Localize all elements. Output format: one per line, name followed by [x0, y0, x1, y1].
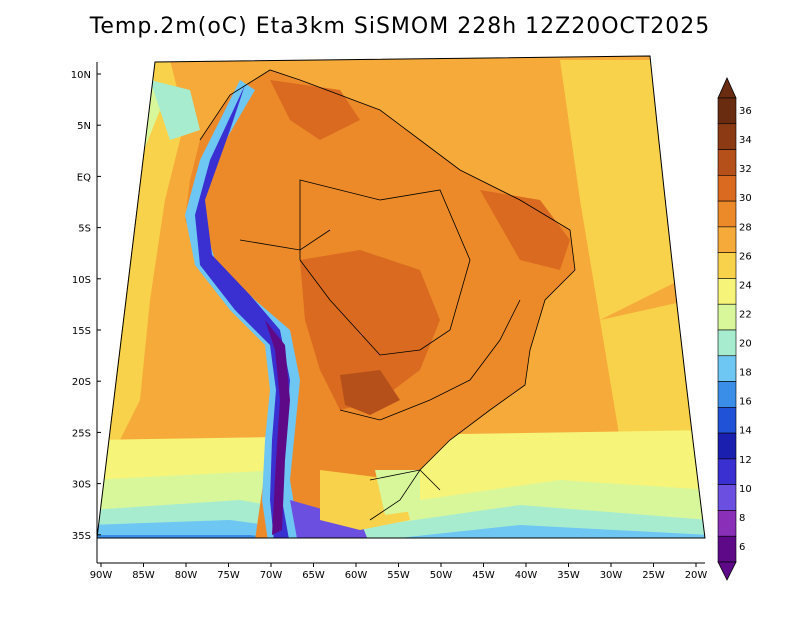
- colorbar-swatch: [717, 175, 737, 202]
- colorbar-swatch: [717, 329, 737, 357]
- lat-label-5n: 5N: [77, 121, 91, 132]
- lon-label-25w: 25W: [642, 570, 665, 581]
- colorbar-swatch: [717, 535, 737, 563]
- state-borders-4: [369, 469, 441, 491]
- map-field: [97, 56, 705, 538]
- colorbar-label-24: 24: [739, 280, 752, 291]
- lon-label-45w: 45W: [472, 570, 495, 581]
- lon-label-85w: 85W: [132, 570, 155, 581]
- state-borders-3: [239, 229, 331, 251]
- colorbar-label-16: 16: [739, 397, 752, 408]
- lat-label-30s: 30S: [72, 480, 91, 491]
- land-hot-interior: [300, 250, 440, 410]
- pacific-cool-spot: [150, 80, 200, 140]
- colorbar-swatch: [717, 226, 737, 253]
- boundaries: [199, 69, 576, 521]
- map-title: Temp.2m(oC) Eta3km SiSMOM 228h 12Z20OCT2…: [89, 14, 711, 39]
- lon-label-80w: 80W: [175, 570, 198, 581]
- colorbar-label-10: 10: [739, 484, 752, 495]
- atlantic-mid-band: [560, 60, 680, 320]
- land-hot-northeast: [480, 190, 570, 270]
- colorbar-swatch: [717, 484, 737, 511]
- colorbar-label-20: 20: [739, 339, 752, 350]
- lon-label-55w: 55W: [387, 570, 410, 581]
- state-borders-1: [299, 179, 471, 356]
- lat-label-10s: 10S: [72, 275, 91, 286]
- lon-label-60w: 60W: [345, 570, 368, 581]
- patagonia-cold: [290, 500, 370, 538]
- colorbar-swatch: [717, 355, 737, 382]
- land-hot-north: [270, 80, 360, 140]
- lon-label-90w: 90W: [90, 570, 113, 581]
- colorbar-swatch: [717, 458, 737, 485]
- state-borders-2: [339, 299, 521, 421]
- lon-label-40w: 40W: [515, 570, 538, 581]
- map-frame: [96, 55, 706, 539]
- lat-label-eq: EQ: [77, 172, 91, 183]
- colorbar-label-8: 8: [739, 513, 745, 524]
- latitude-axis: 10N 5N EQ 5S 10S 15S 20S 25S 30S 35S: [71, 70, 101, 542]
- colorbar-swatch: [717, 97, 737, 125]
- colorbar-top-arrow: [717, 77, 737, 99]
- colorbar-bottom-arrow: [717, 561, 737, 581]
- lon-label-50w: 50W: [430, 570, 453, 581]
- colorbar-label-28: 28: [739, 222, 752, 233]
- colorbar-label-32: 32: [739, 164, 752, 175]
- atlantic-south-band: [600, 300, 700, 440]
- colorbar-label-26: 26: [739, 251, 752, 262]
- andes-very-cold-core: [265, 320, 290, 535]
- colorbar-swatch: [717, 407, 737, 434]
- lon-label-70w: 70W: [260, 570, 283, 581]
- colorbar-label-14: 14: [739, 426, 752, 437]
- land-very-hot-spot: [340, 370, 400, 415]
- south-band-blue: [97, 520, 705, 538]
- colorbar-label-22: 22: [739, 309, 752, 320]
- lat-label-10n: 10N: [71, 70, 91, 81]
- lon-label-35w: 35W: [557, 570, 580, 581]
- colorbar-label-36: 36: [739, 106, 752, 117]
- colorbar-label-30: 30: [739, 193, 752, 204]
- colorbar-swatch: [717, 252, 737, 279]
- land-south-cool: [375, 470, 420, 515]
- longitude-axis: 90W 85W 80W 75W 70W 65W 60W 55W 50W 45W 40W 35W 30W 2…: [90, 563, 708, 581]
- coastline-east: [199, 69, 576, 521]
- lon-label-30w: 30W: [600, 570, 623, 581]
- colorbar-swatch: [717, 123, 737, 150]
- lon-label-65w: 65W: [302, 570, 325, 581]
- colorbar-label-34: 34: [739, 135, 752, 146]
- colorbar-swatch: [717, 510, 737, 537]
- lat-label-15s: 15S: [72, 326, 91, 337]
- lat-label-35s: 35S: [72, 531, 91, 542]
- lat-label-20s: 20S: [72, 377, 91, 388]
- colorbar-swatch: [717, 200, 737, 228]
- colorbar-swatch: [717, 149, 737, 176]
- colorbar-label-6: 6: [739, 542, 745, 553]
- colorbar-swatch: [717, 432, 737, 460]
- lon-label-20w: 20W: [685, 570, 708, 581]
- lat-label-25s: 25S: [72, 428, 91, 439]
- colorbar-swatch: [717, 381, 737, 408]
- lon-label-75w: 75W: [217, 570, 240, 581]
- colorbar-label-12: 12: [739, 455, 752, 466]
- colorbar-swatch: [717, 278, 737, 305]
- colorbar: 36 34 32 30 28 26 24 22 20 18 16 14 12 10 8 6: [717, 77, 752, 581]
- colorbar-label-18: 18: [739, 368, 752, 379]
- colorbar-swatch: [717, 303, 737, 331]
- lat-label-5s: 5S: [78, 224, 91, 235]
